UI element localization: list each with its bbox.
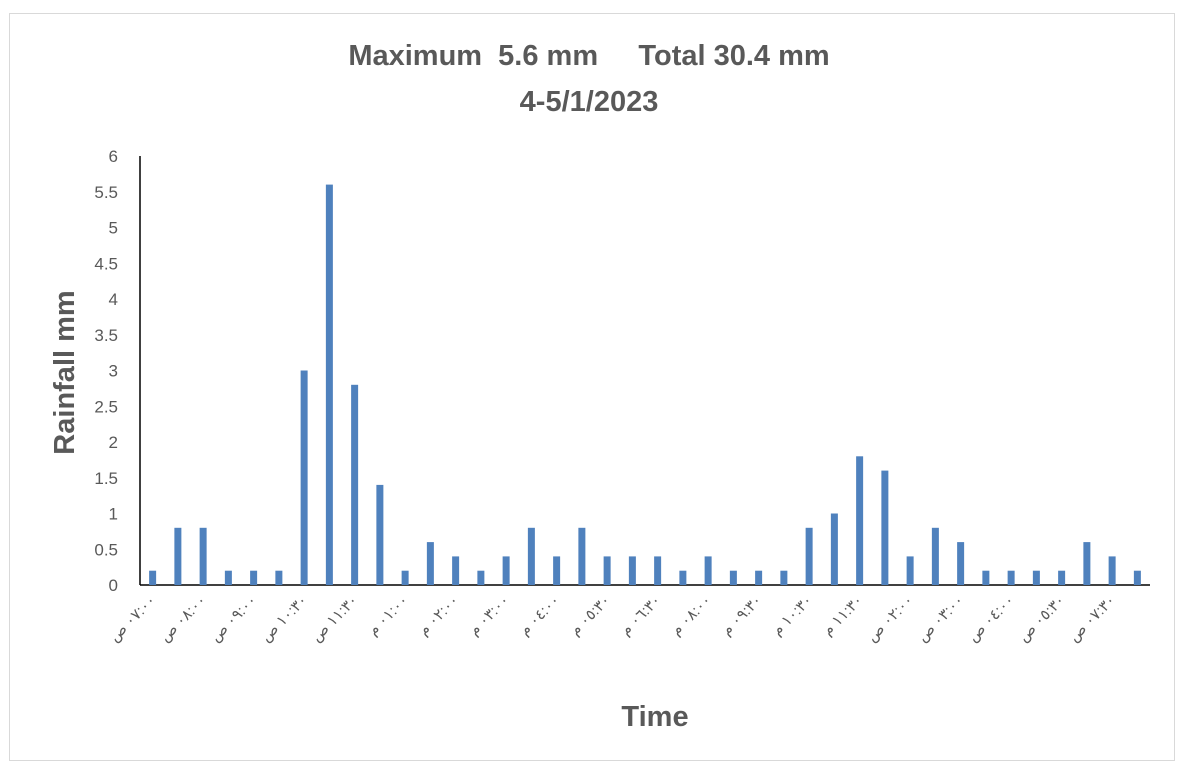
bar: [654, 556, 662, 585]
x-tick-label: ٠١:٠٠ م: [365, 592, 412, 639]
bar: [275, 570, 283, 585]
chart-frame: [9, 13, 1175, 761]
bar: [931, 527, 939, 585]
bar: [729, 570, 737, 585]
bar: [906, 556, 914, 585]
bar: [477, 570, 485, 585]
bar: [174, 527, 182, 585]
x-tick-label: ١٠:٣٠ ص: [257, 592, 311, 646]
bar: [1108, 556, 1116, 585]
chart-title: Maximum 5.6 mm Total 30.4 mm: [348, 40, 830, 72]
chart-subtitle: 4-5/1/2023: [519, 86, 659, 118]
bar: [830, 513, 838, 585]
bar: [805, 527, 813, 585]
x-tick-label: ٠٧:٠٠ ص: [106, 592, 160, 646]
x-tick-label: ١١:٣٠ م: [819, 592, 866, 639]
y-tick-label: 2: [109, 433, 118, 452]
bar: [149, 570, 157, 585]
x-tick-label: ٠٨:٠٠ ص: [156, 592, 210, 646]
bar: [679, 570, 687, 585]
bar: [199, 527, 207, 585]
x-axis-title: Time: [621, 701, 688, 733]
x-tick-label: ٠٣:٠٠ ص: [914, 592, 968, 646]
bar: [856, 456, 864, 585]
bar: [452, 556, 460, 585]
x-tick-label: ٠٩:٣٠ م: [718, 592, 765, 639]
x-tick-label: ٠٧:٣٠ ص: [1065, 592, 1119, 646]
bar: [603, 556, 611, 585]
bar: [957, 542, 965, 585]
x-tick-label: ٠٨:٠٠ م: [668, 592, 715, 639]
bar: [704, 556, 712, 585]
y-axis-title: Rainfall mm: [49, 290, 81, 454]
x-tick-label: ٠٤:٠٠ م: [516, 592, 563, 639]
y-tick-label: 4.5: [94, 254, 118, 273]
y-tick-label: 5.5: [94, 183, 118, 202]
y-tick-label: 1.5: [94, 469, 118, 488]
bar: [1133, 570, 1141, 585]
bar: [300, 370, 308, 585]
bar: [527, 527, 535, 585]
bar: [250, 570, 258, 585]
bar: [553, 556, 561, 585]
y-tick-label: 3.5: [94, 326, 118, 345]
bar: [325, 184, 333, 585]
bar: [224, 570, 232, 585]
y-tick-label: 6: [109, 147, 118, 166]
x-tick-label: ٠٢:٠٠ م: [415, 592, 462, 639]
bar: [755, 570, 763, 585]
bar: [426, 542, 434, 585]
x-tick-label: ٠٩:٠٠ ص: [207, 592, 261, 646]
y-tick-label: 3: [109, 362, 118, 381]
bar: [401, 570, 409, 585]
x-tick-label: ٠٥:٣٠ ص: [1015, 592, 1069, 646]
bar: [881, 470, 889, 585]
y-tick-label: 2.5: [94, 397, 118, 416]
y-tick-label: 0.5: [94, 540, 118, 559]
bar: [502, 556, 510, 585]
y-tick-label: 1: [109, 505, 118, 524]
bar: [376, 484, 384, 585]
x-tick-label: ٠٢:٠٠ ص: [863, 592, 917, 646]
bar: [1058, 570, 1066, 585]
bar: [1032, 570, 1040, 585]
y-tick-label: 5: [109, 219, 118, 238]
y-tick-label: 4: [109, 290, 118, 309]
x-tick-label: ٠٣:٠٠ م: [466, 592, 513, 639]
x-tick-label: ٠٥:٣٠ م: [567, 592, 614, 639]
bar: [578, 527, 586, 585]
bar: [351, 384, 359, 585]
x-tick-label: ٠٤:٠٠ ص: [964, 592, 1018, 646]
y-tick-label: 0: [109, 576, 118, 595]
bar: [628, 556, 636, 585]
bar: [982, 570, 990, 585]
bar: [1007, 570, 1015, 585]
x-tick-label: ١٠:٣٠ م: [769, 592, 816, 639]
bar: [780, 570, 788, 585]
x-tick-label: ٠٦:٣٠ م: [617, 592, 664, 639]
bar: [1083, 542, 1091, 585]
x-tick-label: ١١:٣٠ ص: [308, 592, 362, 646]
